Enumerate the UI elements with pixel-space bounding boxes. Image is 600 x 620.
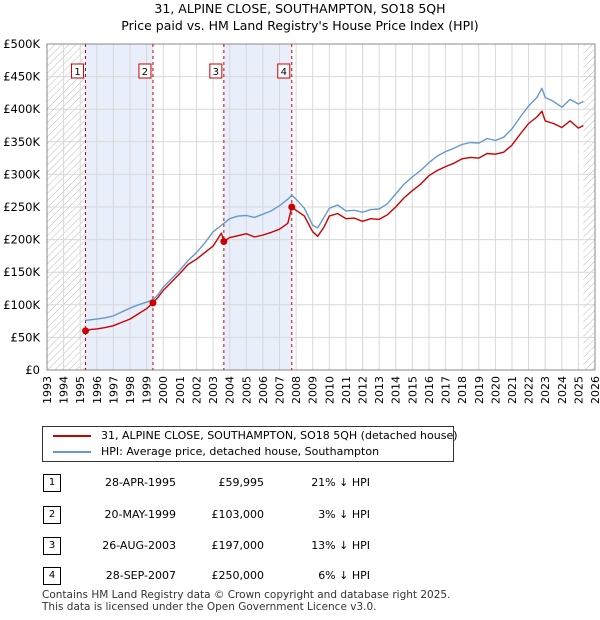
x-tick-label: 2026 [589,376,600,404]
x-tick-label: 2002 [190,376,203,404]
x-tick-label: 2001 [174,376,187,404]
transaction-number-badge: 4 [43,567,61,585]
x-tick-label: 2015 [406,376,419,404]
property-price-line [85,110,584,332]
chart-title-line1: 31, ALPINE CLOSE, SOUTHAMPTON, SO18 5QH [154,1,446,16]
y-tick-label: £400K [3,102,40,116]
x-tick-label: 1999 [141,376,154,404]
x-tick-label: 2004 [224,376,237,404]
y-tick-label: £450K [3,70,40,84]
x-tick-label: 2014 [390,376,403,404]
legend-swatch-property [53,435,91,437]
transaction-hpi-diff: 21% ↓ HPI [311,476,370,489]
x-tick-label: 2025 [572,376,585,404]
legend-label-hpi: HPI: Average price, detached house, Sout… [101,445,380,458]
y-tick-label: £150K [3,265,40,279]
transaction-date: 28-APR-1995 [104,476,176,489]
y-tick-label: £50K [11,330,41,344]
transaction-number-badge: 3 [43,537,61,555]
sale-label-box [209,63,223,79]
hpi-line [85,87,584,322]
plot-frame [46,43,596,371]
sale-label-text: 4 [281,67,287,78]
x-tick-label: 2013 [373,376,386,404]
x-tick-label: 2009 [307,376,320,404]
x-tick-label: 2003 [207,376,220,404]
sale-label-text: 2 [142,67,148,78]
x-tick-label: 1997 [107,376,120,404]
y-tick-label: £100K [3,298,40,312]
y-tick-label: £200K [3,233,40,247]
y-tick-label: £0 [25,363,40,377]
sale-point [149,299,157,307]
footer-attribution: Contains HM Land Registry data © Crown c… [42,589,450,613]
sale-point [288,203,296,211]
transaction-row: 4 28-SEP-2007 £250,000 6% ↓ HPI [0,567,600,587]
x-tick-label: 2000 [157,376,170,404]
x-tick-label: 1998 [124,376,137,404]
x-tick-label: 2007 [273,376,286,404]
chart-title: 31, ALPINE CLOSE, SOUTHAMPTON, SO18 5QH … [0,0,600,34]
transaction-price: £250,000 [211,569,265,582]
chart-title-line2: Price paid vs. HM Land Registry's House … [121,18,479,33]
transaction-price: £103,000 [211,508,265,521]
x-tick-label: 2020 [489,376,502,404]
x-tick-label: 1994 [58,376,71,404]
sale-label-text: 1 [74,67,80,78]
price-chart: 1 2 3 4 £0 £50K £100K £150K £200K £250K £300K £350K… [3,37,600,404]
transaction-price: £59,995 [218,476,265,489]
x-tick-label: 2023 [539,376,552,404]
transaction-date: 20-MAY-1999 [104,508,176,521]
transaction-hpi-diff: 3% ↓ HPI [318,508,370,521]
transaction-row: 1 28-APR-1995 £59,995 21% ↓ HPI [0,474,600,494]
x-tick-label: 2021 [506,376,519,404]
transaction-number-badge: 2 [43,506,61,524]
x-tick-label: 1995 [74,376,87,404]
footer-line2: This data is licensed under the Open Gov… [42,601,377,613]
x-tick-label: 1996 [91,376,104,404]
transaction-date: 26-AUG-2003 [102,539,176,552]
transaction-date: 28-SEP-2007 [105,569,176,582]
y-tick-label: £250K [3,200,40,214]
transaction-number-badge: 1 [43,474,61,492]
sale-label-text: 3 [213,67,219,78]
x-tick-label: 2011 [340,376,353,404]
x-tick-label: 2006 [257,376,270,404]
sale-point [82,327,90,335]
x-tick-label: 2022 [523,376,536,404]
x-tick-label: 2017 [440,376,453,404]
x-tick-label: 2010 [323,376,336,404]
legend-swatch-hpi [53,451,91,453]
x-tick-label: 2019 [473,376,486,404]
x-tick-label: 2012 [357,376,370,404]
sale-label-box [138,63,152,79]
sale-point [220,238,228,246]
x-tick-label: 2024 [556,376,569,404]
x-tick-label: 2005 [240,376,253,404]
transaction-row: 3 26-AUG-2003 £197,000 13% ↓ HPI [0,537,600,557]
sale-label-box [277,63,291,79]
x-tick-label: 2016 [423,376,436,404]
x-tick-label: 1993 [41,376,54,404]
transaction-hpi-diff: 6% ↓ HPI [318,569,370,582]
transaction-hpi-diff: 13% ↓ HPI [311,539,370,552]
x-tick-label: 2018 [456,376,469,404]
transaction-row: 2 20-MAY-1999 £103,000 3% ↓ HPI [0,506,600,526]
x-tick-label: 2008 [290,376,303,404]
legend-label-property: 31, ALPINE CLOSE, SOUTHAMPTON, SO18 5QH … [101,429,458,442]
footer-line1: Contains HM Land Registry data © Crown c… [42,589,451,601]
y-tick-label: £350K [3,135,40,149]
chart-legend: 31, ALPINE CLOSE, SOUTHAMPTON, SO18 5QH … [42,426,458,462]
y-tick-label: £300K [3,167,40,181]
sale-label-box [71,63,85,79]
transaction-price: £197,000 [211,539,265,552]
y-tick-label: £500K [3,37,40,51]
